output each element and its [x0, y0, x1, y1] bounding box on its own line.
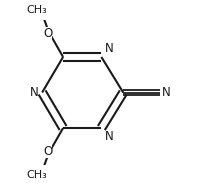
Text: N: N: [162, 86, 171, 99]
Text: N: N: [105, 130, 113, 143]
Text: N: N: [105, 42, 113, 55]
Text: CH₃: CH₃: [26, 170, 47, 180]
Text: O: O: [43, 27, 52, 40]
Text: O: O: [43, 145, 52, 158]
Text: CH₃: CH₃: [26, 5, 47, 15]
Text: N: N: [30, 86, 38, 99]
